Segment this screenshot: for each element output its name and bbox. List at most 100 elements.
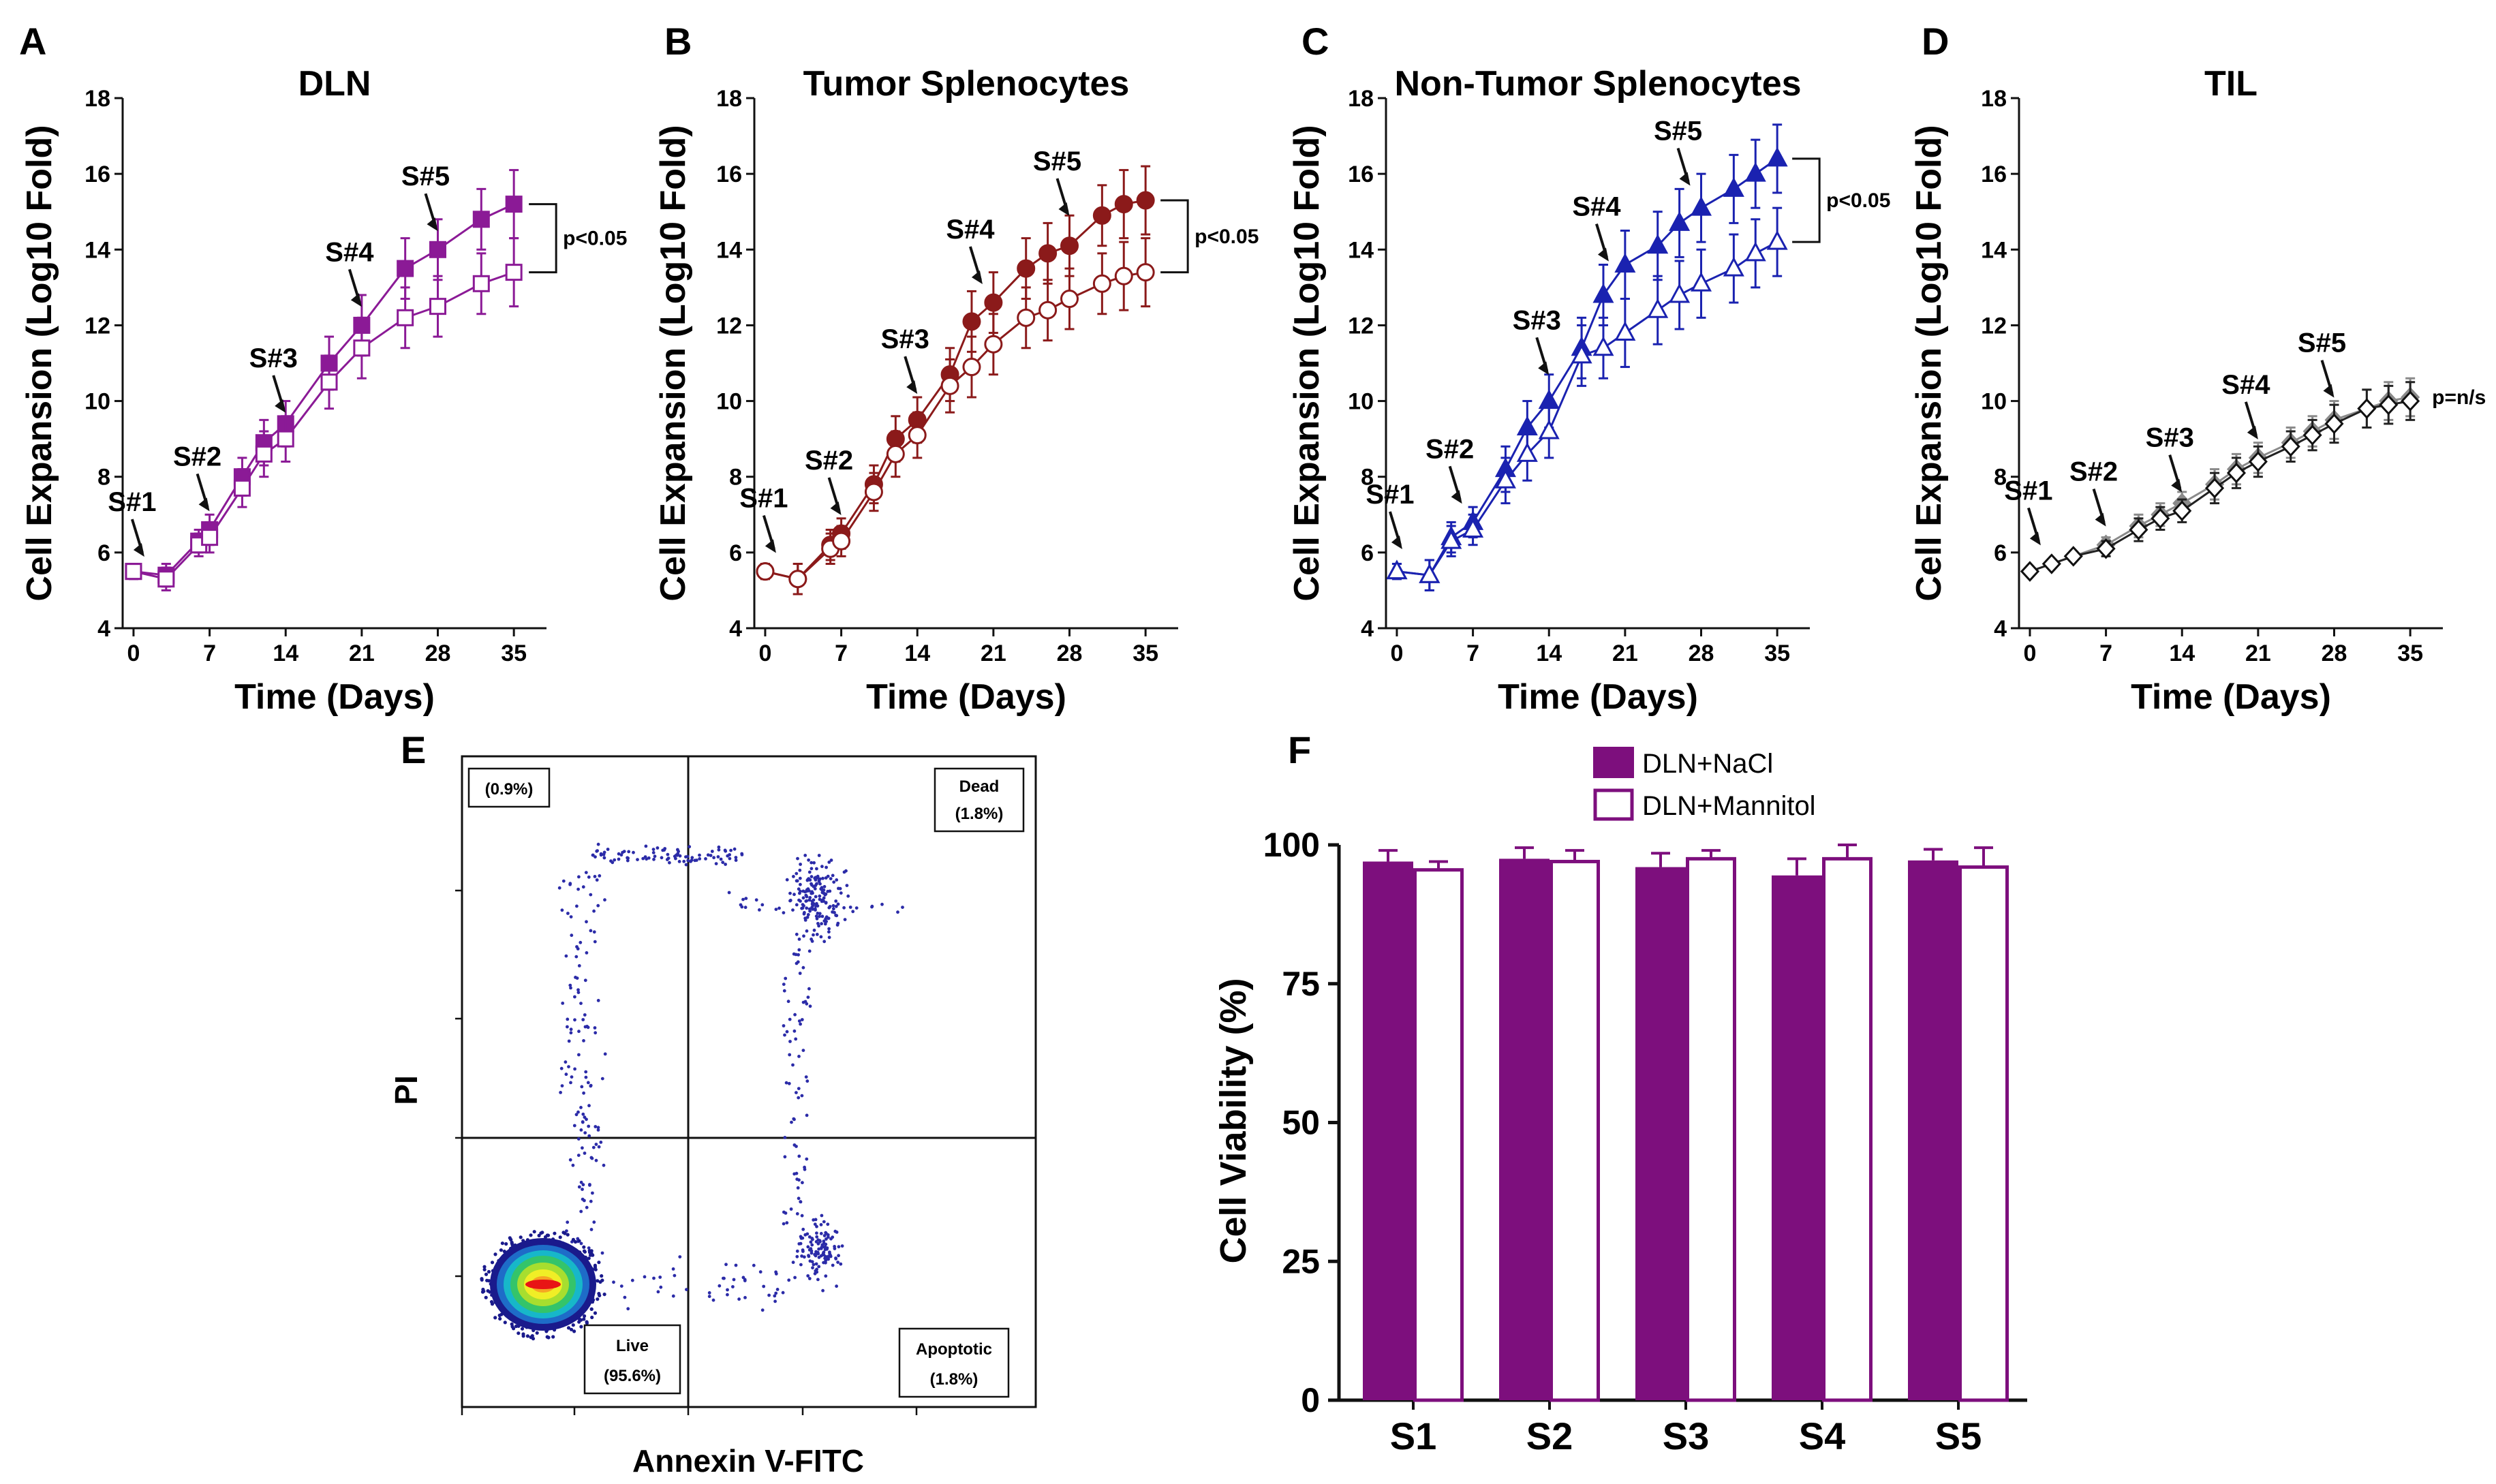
event-dot: [786, 1000, 790, 1004]
live-population-density: [480, 1230, 606, 1341]
event-dot: [567, 1065, 570, 1068]
event-dot: [517, 1324, 521, 1328]
data-point: [1614, 253, 1636, 273]
data-point: [1669, 211, 1691, 231]
stage-label: S#4: [2221, 370, 2270, 400]
y-axis-label: Cell Expansion (Log10 Fold): [20, 125, 59, 601]
event-dot: [502, 1250, 506, 1254]
event-dot: [717, 848, 721, 852]
event-dot: [809, 1240, 813, 1244]
event-dot: [560, 1084, 564, 1087]
y-tick-label: 10: [1981, 389, 2007, 415]
event-dot: [588, 1184, 591, 1187]
event-dot: [829, 1237, 833, 1241]
event-dot: [801, 906, 805, 910]
event-dot: [796, 856, 799, 861]
event-dot: [557, 886, 561, 890]
event-dot: [698, 857, 702, 861]
event-dot: [791, 1063, 795, 1067]
event-dot: [694, 859, 698, 862]
event-dot: [593, 1026, 597, 1030]
panel-d: D TIL 4 6 8 10 12 14 16 18 0 7 14 21 28 35 Time (Days) Ce…: [1909, 20, 2486, 717]
event-dot: [795, 1212, 799, 1216]
event-dot: [606, 848, 610, 851]
event-dot: [579, 1002, 583, 1005]
data-point: [2096, 538, 2116, 559]
data-point: [125, 563, 142, 581]
stage-label: S#4: [1572, 192, 1621, 222]
quadrant-box-live: [583, 1324, 681, 1395]
event-dot: [840, 1244, 844, 1248]
event-dot: [592, 930, 596, 934]
chart-title: Non-Tumor Splenocytes: [1394, 64, 1801, 104]
event-dot: [801, 1049, 805, 1052]
x-tick-label: 28: [425, 640, 451, 666]
event-dot: [587, 1124, 591, 1128]
stage-label: S#2: [2069, 457, 2118, 487]
stage-arrowhead: [1538, 361, 1550, 375]
event-dot: [806, 913, 810, 916]
data-point: [1744, 241, 1766, 262]
event-dot: [508, 1250, 512, 1254]
event-dot: [523, 1243, 527, 1247]
event-dot: [598, 1293, 602, 1297]
event-dot: [726, 1288, 729, 1292]
event-dot: [525, 1325, 529, 1329]
data-point: [864, 482, 883, 501]
event-dot: [834, 904, 838, 908]
event-dot: [659, 1285, 663, 1289]
event-dot: [803, 890, 807, 894]
data-point: [505, 196, 523, 213]
quadrant-dead-label: Dead: [959, 777, 1000, 796]
event-dot: [651, 851, 656, 854]
event-dot: [586, 1025, 590, 1030]
event-dot: [485, 1278, 489, 1282]
event-dot: [573, 1018, 576, 1022]
stage-label: S#2: [173, 442, 221, 472]
event-dot: [573, 1067, 576, 1071]
panel-f: F DLN+NaCl DLN+Mannitol 0 25 50 75 100 S1 S2 S3 S…: [1213, 728, 2027, 1457]
data-point: [1060, 236, 1079, 256]
event-dot: [741, 1276, 745, 1280]
y-tick-label: 16: [716, 161, 742, 187]
stage-arrowhead: [1679, 172, 1691, 186]
data-point: [1571, 343, 1592, 364]
event-dot: [831, 903, 835, 908]
event-dot: [589, 1199, 593, 1203]
event-dot: [592, 909, 596, 913]
event-dot: [782, 1222, 786, 1226]
event-dot: [537, 1233, 541, 1237]
event-dot: [820, 1253, 825, 1257]
event-dot: [690, 856, 694, 860]
event-dot: [829, 1254, 833, 1257]
event-dot: [590, 1300, 595, 1304]
event-dot: [818, 897, 822, 901]
event-dot: [724, 863, 727, 866]
event-dot: [671, 1294, 675, 1298]
event-dot: [520, 1327, 525, 1331]
event-dot: [560, 908, 564, 912]
event-dot: [795, 903, 799, 907]
event-dot: [529, 1233, 533, 1237]
event-dot: [817, 854, 821, 857]
stage-label: S#3: [881, 324, 929, 354]
bar-DLN+NaCl: [1499, 859, 1550, 1400]
x-tick-label: 7: [835, 640, 848, 666]
event-dot: [798, 972, 802, 975]
event-dot: [553, 1328, 557, 1332]
event-dot: [591, 1191, 594, 1195]
bar-DLN+Mannitol: [1958, 865, 2009, 1402]
data-point: [1114, 266, 1133, 285]
event-dot: [810, 902, 814, 906]
event-dot: [480, 1278, 484, 1282]
y-tick-label: 14: [84, 237, 110, 263]
event-dot: [569, 1327, 574, 1331]
panel-e: E (0.9%) Dead (1.8%) Live (95.6%) Apopto…: [388, 728, 1037, 1479]
event-dot: [817, 1265, 821, 1269]
event-dot: [851, 910, 855, 914]
event-dot: [797, 938, 801, 941]
event-dot: [599, 1141, 603, 1144]
event-dot: [760, 1308, 765, 1312]
bar-category-label: S4: [1799, 1415, 1846, 1457]
event-dot: [810, 938, 813, 941]
